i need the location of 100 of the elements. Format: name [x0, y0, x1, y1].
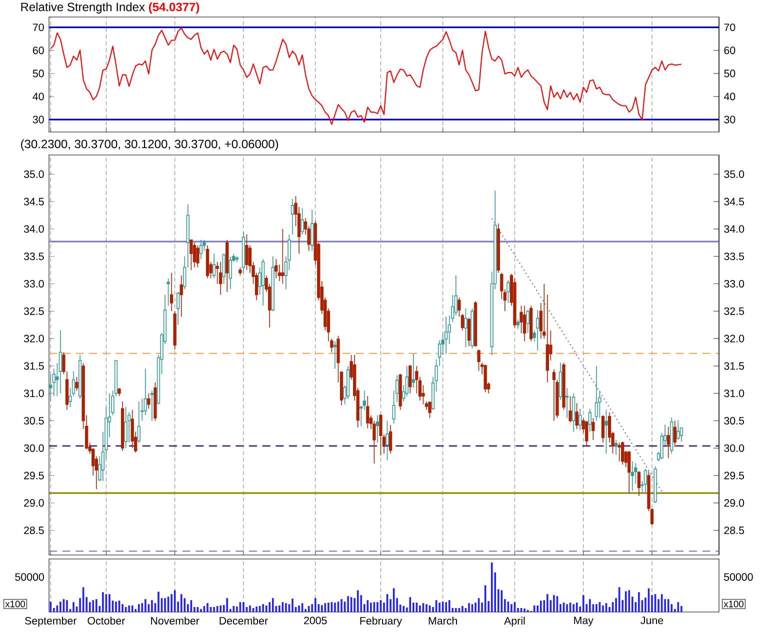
candlestick [565, 387, 569, 418]
y2-tick-label: 30.5 [724, 416, 744, 425]
y2-tick-label: 40 [724, 92, 736, 100]
text: x100 [724, 600, 744, 608]
candlestick [222, 253, 226, 284]
candlestick [170, 272, 174, 312]
y-tick-label: 30.5 [24, 416, 44, 425]
candlestick [572, 392, 576, 432]
candlestick [290, 198, 294, 235]
candlestick [150, 390, 154, 422]
candlestick [166, 278, 170, 306]
x-tick-label: March [428, 616, 457, 625]
candlestick [219, 261, 222, 296]
y2-tick-label: 29.5 [724, 472, 744, 480]
y-tick-label: 30.0 [24, 444, 44, 452]
candlestick [464, 308, 468, 348]
y2-tick-label: 30 [724, 116, 736, 124]
chart-title: (30.2300, 30.3700, 30.1200, 30.3700, +0.06000) [21, 139, 278, 151]
candlestick [516, 318, 520, 330]
y-tick-label: 70 [32, 24, 44, 32]
y-tick-label: 40 [32, 92, 44, 100]
candlestick [366, 396, 370, 429]
candlestick [408, 364, 412, 394]
candlestick [274, 258, 278, 279]
x-tick-label: October [88, 616, 125, 625]
y2-tick-label: 34.5 [724, 198, 744, 206]
candlestick [526, 310, 530, 334]
y2-tick-label: 31.5 [724, 362, 744, 370]
candlestick [262, 258, 265, 306]
candlestick [388, 424, 392, 454]
candlestick [477, 349, 480, 372]
candlestick [578, 408, 582, 430]
candlestick [575, 402, 578, 430]
y2-tick-label: 34.0 [724, 225, 744, 233]
y-tick-label: 30 [32, 116, 44, 124]
y-tick-label: 60 [32, 46, 44, 54]
candlestick [673, 420, 676, 448]
y-tick-label: 34.0 [24, 225, 44, 233]
y-tick-label: 29.0 [24, 499, 44, 507]
y2-tick-label: 30.0 [724, 444, 744, 452]
candlestick [467, 317, 471, 347]
candlestick [58, 330, 62, 394]
candlestick [176, 292, 180, 326]
y2-tick-label: 29.0 [724, 499, 744, 507]
candlestick [444, 316, 448, 354]
y2-tick-label: 35.0 [724, 170, 744, 178]
y-tick-label: 28.5 [24, 526, 44, 534]
candlestick [379, 414, 382, 456]
y2-tick-label: 50 [724, 70, 736, 78]
candlestick [644, 468, 648, 492]
y-tick-label: 31.5 [24, 362, 44, 370]
y2-tick-label: 70 [724, 24, 736, 32]
x-tick-label: September [25, 616, 77, 627]
candlestick [676, 420, 680, 440]
y2-tick-label: 31.0 [724, 390, 744, 398]
candlestick [310, 209, 314, 252]
candlestick [621, 441, 624, 465]
x-tick-label: February [360, 616, 402, 627]
candlestick [588, 408, 592, 432]
candlestick [212, 253, 216, 279]
candlestick [245, 234, 248, 270]
candlestick [552, 368, 556, 422]
candlestick [228, 256, 232, 290]
candlestick [637, 470, 641, 496]
candlestick [422, 384, 425, 405]
x-tick-label: April [504, 616, 525, 627]
candlestick [130, 409, 134, 449]
candlestick [137, 401, 140, 444]
candlestick [522, 305, 526, 342]
candlestick [536, 310, 540, 352]
candlestick [630, 460, 634, 492]
candlestick [594, 366, 598, 422]
y-tick-label: 31.0 [24, 390, 44, 398]
y2-tick-label: 33.5 [724, 252, 744, 260]
candlestick [300, 208, 304, 235]
candlestick [180, 275, 183, 318]
y-tick-label: 29.5 [24, 472, 44, 480]
y-tick-label: 32.5 [24, 307, 44, 315]
y2-tick-label: 28.5 [724, 526, 744, 534]
candlestick [568, 396, 572, 423]
y2-tick-label: 32.0 [724, 334, 744, 342]
text: 50000 [724, 573, 753, 581]
chart-subtitle: (54.0377) [148, 2, 200, 14]
candlestick [333, 340, 337, 370]
x-tick-label: June [640, 616, 664, 624]
candlestick [585, 420, 588, 446]
y-tick-label: 34.5 [24, 198, 44, 206]
candlestick [75, 376, 78, 392]
candlestick [484, 364, 487, 393]
candlestick [601, 414, 605, 444]
x-tick-label: November [151, 616, 200, 625]
text: x100 [5, 600, 26, 608]
candlestick [666, 426, 670, 458]
candlestick [199, 240, 203, 260]
y-tick-label: 50 [32, 70, 44, 78]
candlestick [147, 392, 150, 410]
candlestick [428, 401, 432, 418]
x-tick-label: December [220, 616, 268, 625]
y2-tick-label: 33.0 [724, 280, 744, 288]
y2-tick-label: 60 [724, 46, 736, 54]
